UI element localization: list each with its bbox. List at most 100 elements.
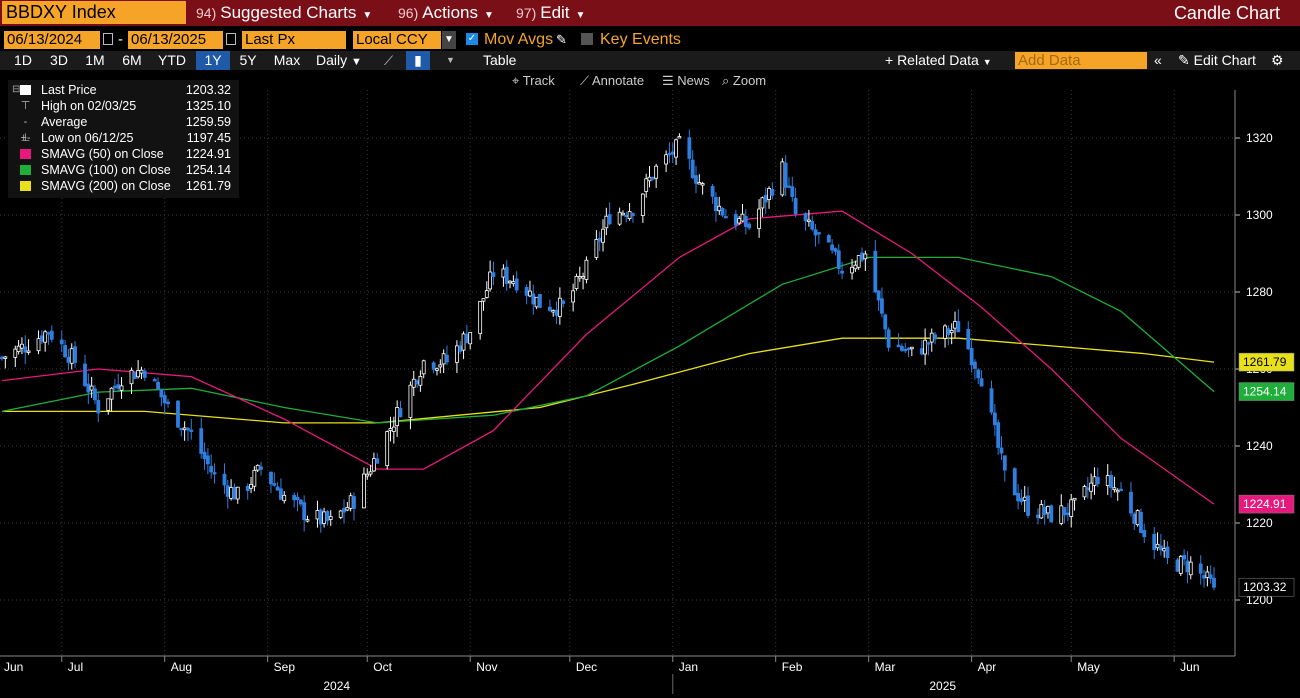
start-date-field[interactable]: 06/13/2024 xyxy=(4,31,100,49)
chevron-down-icon: ▼ xyxy=(362,10,373,21)
ticker-field[interactable]: BBDXY Index xyxy=(2,1,186,24)
candle-body xyxy=(69,348,74,364)
candle-body xyxy=(468,332,473,345)
candle-body xyxy=(943,325,947,339)
news-icon: ☰ xyxy=(662,73,674,88)
table-button[interactable]: Table xyxy=(483,52,517,68)
mov-avgs-label[interactable]: Mov Avgs xyxy=(484,31,554,48)
end-date-field[interactable]: 06/13/2025 xyxy=(128,31,223,49)
candle-body xyxy=(491,272,496,277)
period-ytd[interactable]: YTD xyxy=(158,52,186,68)
candle-body xyxy=(245,485,250,491)
candle-body xyxy=(259,466,263,470)
candle-body xyxy=(654,165,659,179)
calendar-icon[interactable] xyxy=(103,33,113,45)
candle-body xyxy=(876,290,881,301)
candle-body xyxy=(850,266,854,274)
candle-body xyxy=(743,215,748,227)
period-1y[interactable]: 1Y xyxy=(196,51,230,70)
frequency-select[interactable]: Daily ▼ xyxy=(316,51,362,70)
sma50-swatch xyxy=(20,149,31,159)
edit-menu[interactable]: 97) Edit ▼ xyxy=(516,1,585,25)
key-events-label[interactable]: Key Events xyxy=(600,31,681,48)
candle-body xyxy=(322,511,326,524)
candle-body xyxy=(166,401,170,405)
gear-icon[interactable]: ⚙ xyxy=(1271,52,1284,68)
high-marker-icon: ⊤ xyxy=(20,100,31,112)
candle-body xyxy=(455,345,459,363)
candle-body xyxy=(438,364,443,368)
period-max[interactable]: Max xyxy=(273,52,301,68)
news-tool[interactable]: ☰ News xyxy=(662,71,710,90)
candle-body xyxy=(1205,571,1210,578)
add-data-input[interactable]: Add Data xyxy=(1015,52,1147,69)
candle-body xyxy=(152,379,157,382)
track-tool[interactable]: ⌖ Track xyxy=(512,71,555,90)
suggested-charts-label: Suggested Charts xyxy=(220,3,357,22)
candle-body xyxy=(272,483,277,486)
edit-chart-button[interactable]: ✎ Edit Chart xyxy=(1178,51,1256,70)
candle-body xyxy=(362,473,366,509)
period-6m[interactable]: 6M xyxy=(122,52,142,68)
candle-body xyxy=(999,447,1004,454)
candle-body xyxy=(342,508,346,513)
currency-select[interactable]: Local CCY xyxy=(353,31,441,49)
collapse-icon[interactable]: « xyxy=(1154,52,1162,68)
legend-label: SMAVG (50) on Close xyxy=(41,147,164,161)
x-tick-label: Jul xyxy=(68,660,83,674)
candle-body xyxy=(189,429,194,432)
candle-body xyxy=(717,205,722,212)
zoom-tool[interactable]: ⌕ Zoom xyxy=(722,71,766,90)
candle-body xyxy=(969,348,974,366)
candle-body xyxy=(255,464,260,471)
mov-avgs-checkbox[interactable]: ✓ xyxy=(466,33,478,45)
calendar-icon[interactable] xyxy=(226,33,236,45)
candle-body xyxy=(534,296,539,308)
sma200-badge-label: 1261.79 xyxy=(1243,355,1287,369)
candle-body xyxy=(93,388,97,401)
candle-body xyxy=(1002,455,1007,471)
candle-body xyxy=(601,228,605,243)
candle-body xyxy=(302,502,307,520)
candle-body xyxy=(1065,512,1070,515)
legend-label: High on 02/03/25 xyxy=(41,99,137,113)
period-5y[interactable]: 5Y xyxy=(239,52,257,68)
candle-body xyxy=(979,378,984,387)
pencil-icon: ✎ xyxy=(1178,52,1190,68)
candle-body xyxy=(557,297,562,317)
candle-body xyxy=(209,465,214,473)
candle-body xyxy=(737,218,742,224)
candle-body xyxy=(1089,482,1094,492)
period-1m[interactable]: 1M xyxy=(85,52,105,68)
candle-body xyxy=(83,363,87,387)
period-1d[interactable]: 1D xyxy=(14,52,32,68)
chevron-down-icon[interactable]: ▼ xyxy=(442,31,456,49)
candle-body xyxy=(906,347,911,351)
collapse-icon[interactable]: ⊟ xyxy=(12,84,21,95)
candle-body xyxy=(511,281,516,284)
candle-chart-icon[interactable]: ▮ xyxy=(406,51,430,70)
last-price-badge-label: 1203.32 xyxy=(1243,580,1287,594)
candle-body xyxy=(1109,474,1113,488)
key-events-checkbox[interactable] xyxy=(581,33,593,45)
x-tick-label: Mar xyxy=(875,660,896,674)
x-tick-label: Sep xyxy=(274,660,296,674)
actions-menu[interactable]: 96) Actions ▼ xyxy=(398,1,494,25)
candle-body xyxy=(584,259,589,280)
legend-value: 1259.59 xyxy=(185,115,231,129)
chart-kind-title: Candle Chart xyxy=(1173,3,1280,23)
pencil-icon[interactable]: ✎ xyxy=(556,32,567,47)
suggested-charts-menu[interactable]: 94) Suggested Charts ▼ xyxy=(196,1,372,25)
legend-value: 1224.91 xyxy=(185,147,231,161)
line-chart-icon[interactable]: ⟋ xyxy=(384,53,394,68)
candle-body xyxy=(1158,545,1163,551)
price-field-select[interactable]: Last Px xyxy=(242,31,346,49)
candle-body xyxy=(225,485,230,497)
chevron-down-icon[interactable]: ▼ xyxy=(446,55,455,65)
period-3d[interactable]: 3D xyxy=(50,52,68,68)
annotate-tool[interactable]: ⟋ Annotate xyxy=(580,71,644,90)
candle-body xyxy=(790,186,795,197)
candle-body xyxy=(740,213,745,222)
candle-body xyxy=(806,219,811,222)
related-data-button[interactable]: + Related Data ▼ xyxy=(885,51,992,70)
